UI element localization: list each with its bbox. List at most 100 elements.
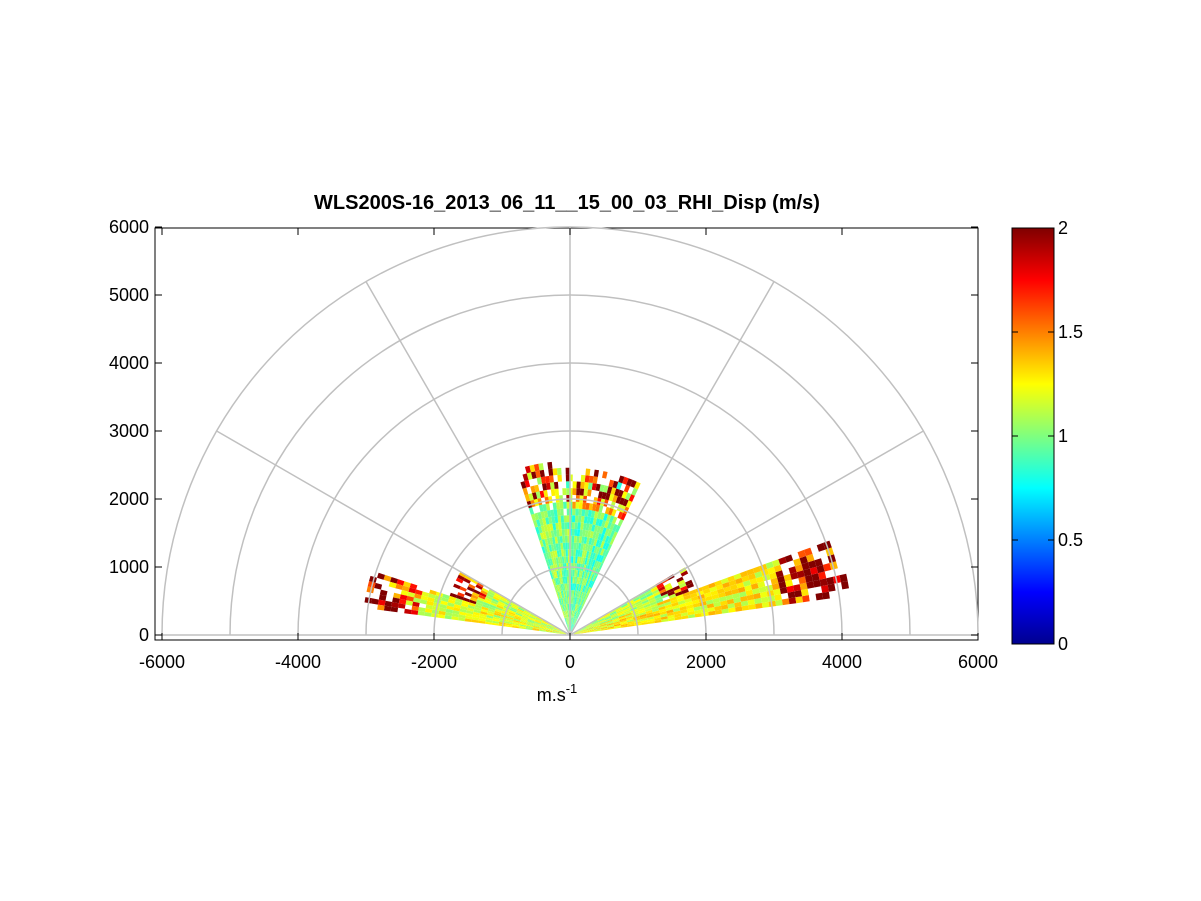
data-cell [545,517,550,525]
data-cell [506,619,514,623]
data-cell [744,584,753,592]
data-cell [536,616,543,621]
data-cell [561,597,564,605]
data-cell [667,614,675,619]
data-cell [637,606,645,611]
data-cell [487,608,495,613]
data-cell [719,596,727,602]
data-cell [530,513,536,522]
data-cell [445,608,453,614]
data-cell [618,613,625,618]
data-cell [806,581,815,589]
data-cell [543,552,548,560]
data-cell [809,566,819,575]
data-cell [421,591,430,597]
data-cell [564,569,567,577]
data-cell [620,623,628,627]
data-cell [379,589,388,596]
data-cell [606,621,614,625]
data-cell [641,622,649,625]
data-cell [593,511,599,519]
data-cell [555,543,559,551]
data-cell [472,611,481,616]
data-cell [595,483,601,492]
data-cell [607,627,615,630]
data-cell [565,590,567,598]
data-cell [565,583,568,591]
data-cell [549,537,554,545]
data-cell [458,614,466,619]
data-cell [553,529,557,537]
data-cell [574,590,577,598]
data-cell [567,624,570,631]
data-cell [586,587,591,594]
data-cell [506,616,514,620]
data-cell [572,617,575,625]
data-cell [545,552,550,560]
data-cell [617,519,624,527]
data-cell [806,553,815,563]
data-cell [573,604,575,611]
data-cell [587,530,592,538]
data-cell [668,593,677,599]
data-cell [539,627,547,630]
data-cell [519,625,526,628]
data-cell [591,559,596,567]
data-cell [625,492,632,501]
data-cell [578,591,582,599]
data-cell [640,597,648,603]
data-cell [551,571,555,579]
data-cell [653,591,661,597]
data-cell [720,577,729,585]
data-cell [561,570,564,577]
data-cell [799,582,808,591]
data-cell [580,557,584,564]
data-cell [669,596,677,602]
data-cell [587,628,594,631]
data-cell [563,501,567,509]
x-tick-label: -2000 [411,652,457,672]
data-cell [495,608,503,613]
data-cell [759,591,768,598]
data-cell [574,522,578,530]
data-cell [573,618,577,625]
data-cell [566,624,569,632]
data-cell [778,556,787,565]
data-cell [826,576,835,585]
data-cell [535,491,541,499]
data-cell [552,632,560,634]
data-cell [445,612,453,617]
data-cell [556,467,562,475]
data-cell [802,595,810,603]
data-cell [582,600,587,607]
data-cell [556,584,560,592]
data-cell [575,549,579,557]
data-cell [555,522,559,530]
data-cell [680,612,688,617]
data-cell [472,591,480,597]
data-cell [530,471,537,479]
data-cell [667,617,675,622]
data-cell [578,508,583,516]
data-cell [549,475,554,483]
data-cell [586,624,593,629]
data-cell [564,604,567,611]
data-cell [590,538,595,546]
x-tick-label: 4000 [822,652,862,672]
data-cell [575,508,579,516]
data-cell [752,566,761,574]
data-cell [576,536,580,543]
data-cell [740,600,749,607]
data-cell [398,603,406,609]
data-cell [592,621,599,625]
data-cell [559,630,567,634]
data-cell [554,536,558,544]
data-cell [801,588,809,597]
data-cell [467,604,475,610]
data-cell [558,549,562,557]
data-cell [680,609,688,614]
data-cell [640,619,648,624]
data-cell [468,602,476,607]
data-cell [774,594,782,601]
